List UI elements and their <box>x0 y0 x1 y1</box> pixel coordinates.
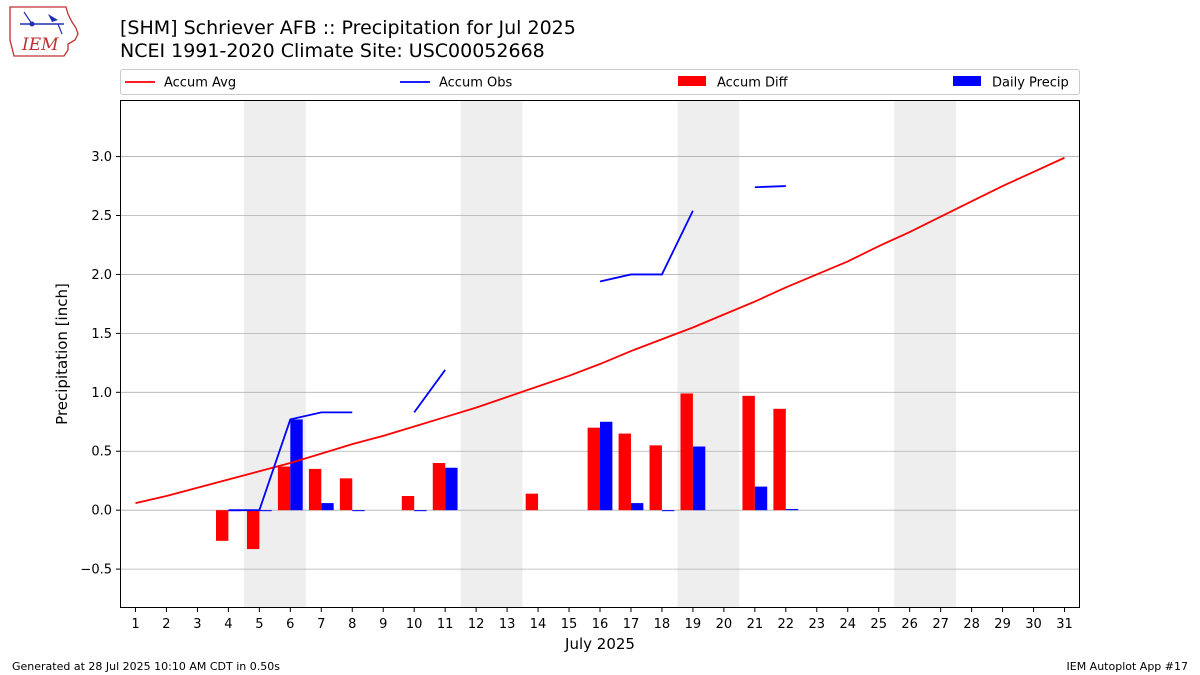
y-tick-label: −0.5 <box>80 563 112 578</box>
daily-precip-bar <box>445 467 458 511</box>
accum-avg-line <box>135 156 1065 504</box>
chart-title: [SHM] Schriever AFB :: Precipitation for… <box>120 17 576 39</box>
weekend-shading <box>243 100 957 608</box>
axis-ticks: −0.50.00.51.01.52.02.53.01 2 3 4 5 6 7 8 9 10 11 12… <box>80 150 1072 632</box>
x-tick-label: 10 <box>406 617 423 632</box>
daily-precip-bar <box>785 508 799 511</box>
y-tick-label: 2.0 <box>91 268 112 283</box>
legend-label: Accum Diff <box>717 76 789 91</box>
x-tick-label: 20 <box>716 617 733 632</box>
daily-precip-bar <box>259 510 272 512</box>
accum-diff-bar <box>587 427 600 511</box>
legend-swatch <box>953 76 981 86</box>
x-tick-label: 9 <box>379 617 387 632</box>
x-tick-label: 31 <box>1056 617 1073 632</box>
daily-precip-bar <box>352 510 365 512</box>
daily-precip-bar <box>630 503 644 511</box>
y-tick-label: 1.5 <box>91 327 112 342</box>
x-tick-label: 8 <box>348 617 356 632</box>
y-tick-label: 0.0 <box>91 504 112 519</box>
accum-diff-bar <box>649 445 662 511</box>
x-tick-label: 12 <box>468 617 485 632</box>
legend-label: Accum Avg <box>164 76 236 91</box>
accum-obs-line <box>599 210 694 283</box>
accum-obs-line <box>413 369 446 413</box>
x-tick-label: 29 <box>994 617 1011 632</box>
logo-text: IEM <box>21 35 59 55</box>
daily-precip-bar <box>692 446 706 511</box>
daily-precip-bar <box>321 503 334 511</box>
bar-marks <box>216 393 799 550</box>
x-tick-label: 28 <box>963 617 980 632</box>
x-axis-label: July 2025 <box>564 635 635 653</box>
y-axis-label: Precipitation [inch] <box>53 283 71 425</box>
x-tick-label: 14 <box>530 617 547 632</box>
weekend-band <box>894 100 957 608</box>
x-tick-label: 5 <box>255 617 263 632</box>
y-tick-label: 2.5 <box>91 209 112 224</box>
accum-diff-bar <box>277 466 291 511</box>
y-tick-label: 1.0 <box>91 386 112 401</box>
weekend-band <box>460 100 523 608</box>
x-tick-label: 7 <box>317 617 325 632</box>
daily-precip-bar <box>600 421 613 511</box>
x-tick-label: 18 <box>654 617 671 632</box>
x-tick-label: 23 <box>809 617 826 632</box>
x-tick-label: 22 <box>778 617 795 632</box>
iem-logo: IEM <box>9 6 79 57</box>
x-tick-label: 24 <box>839 617 856 632</box>
daily-precip-bar <box>661 510 675 512</box>
app-label: IEM Autoplot App #17 <box>1066 660 1189 673</box>
x-tick-label: 26 <box>901 617 918 632</box>
x-tick-label: 2 <box>162 617 170 632</box>
daily-precip-bar <box>414 510 427 512</box>
legend-label: Accum Obs <box>439 76 512 91</box>
x-tick-label: 21 <box>747 617 764 632</box>
legend: Accum Avg Accum Obs Accum Diff Daily Precip <box>120 69 1080 95</box>
accum-obs-line <box>754 185 786 189</box>
accum-diff-bar <box>339 478 353 511</box>
accum-diff-bar <box>216 510 229 541</box>
accum-diff-bar <box>680 393 693 511</box>
legend-label: Daily Precip <box>992 76 1069 91</box>
accum-obs-line <box>228 411 353 512</box>
x-tick-label: 11 <box>437 617 454 632</box>
x-tick-label: 6 <box>286 617 294 632</box>
x-tick-label: 4 <box>224 617 232 632</box>
x-tick-label: 13 <box>499 617 516 632</box>
weekend-band <box>677 100 740 608</box>
accum-diff-bar <box>618 433 631 511</box>
legend-frame <box>120 69 1080 95</box>
daily-precip-bar <box>290 419 303 511</box>
x-tick-label: 19 <box>685 617 702 632</box>
accum-diff-bar <box>308 468 322 511</box>
x-tick-label: 16 <box>592 617 609 632</box>
x-tick-label: 30 <box>1025 617 1042 632</box>
accum-diff-bar <box>246 510 260 550</box>
line-marks <box>135 156 1065 512</box>
accum-diff-bar <box>742 395 755 511</box>
x-tick-label: 3 <box>193 617 201 632</box>
chart-subtitle: NCEI 1991-2020 Climate Site: USC00052668 <box>120 40 545 62</box>
x-tick-label: 25 <box>870 617 887 632</box>
accum-diff-bar <box>401 496 415 511</box>
accum-diff-bar <box>773 408 786 511</box>
generated-timestamp: Generated at 28 Jul 2025 10:10 AM CDT in… <box>12 660 280 673</box>
x-tick-label: 15 <box>561 617 578 632</box>
y-tick-label: 0.5 <box>91 445 112 460</box>
plot-frame <box>120 100 1080 608</box>
y-tick-label: 3.0 <box>91 150 112 165</box>
x-tick-label: 1 <box>131 617 139 632</box>
legend-swatch <box>678 76 706 86</box>
x-tick-label: 17 <box>623 617 640 632</box>
accum-diff-bar <box>432 463 446 511</box>
daily-precip-bar <box>754 486 768 511</box>
x-tick-label: 27 <box>932 617 949 632</box>
accum-diff-bar <box>525 493 539 511</box>
